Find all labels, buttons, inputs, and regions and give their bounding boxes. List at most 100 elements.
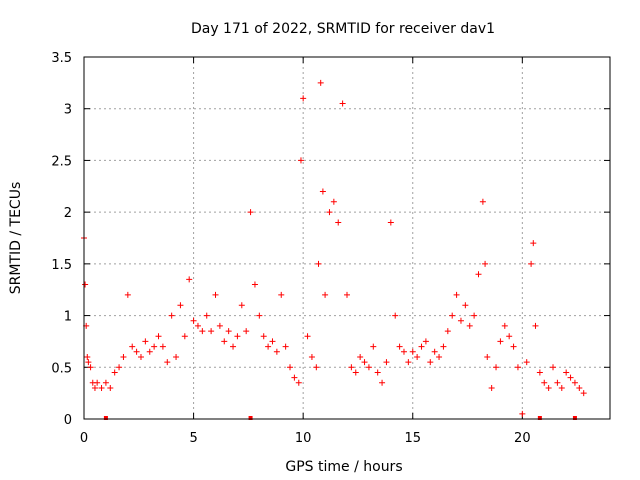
data-point [319, 188, 326, 195]
data-point [374, 369, 381, 376]
data-point [545, 384, 552, 391]
data-point [576, 384, 583, 391]
data-point [326, 209, 333, 216]
data-point [580, 390, 587, 397]
baseline-marker [572, 416, 577, 420]
data-point [482, 260, 489, 267]
data-point [344, 291, 350, 298]
baseline-marker [103, 416, 108, 420]
y-tick-label: 0 [64, 413, 72, 428]
data-point [159, 343, 166, 350]
data-point [440, 343, 447, 350]
data-point [82, 281, 89, 288]
y-tick-label: 2 [64, 206, 72, 221]
data-point [523, 359, 530, 366]
data-point [278, 291, 285, 298]
data-point [392, 312, 399, 319]
data-point [287, 364, 294, 371]
data-point [571, 379, 578, 386]
data-point [269, 338, 276, 345]
data-point [230, 343, 237, 350]
data-point [335, 219, 342, 226]
data-point [137, 353, 144, 360]
data-point [199, 328, 206, 335]
data-point [475, 271, 482, 278]
data-point [449, 312, 456, 319]
data-point [282, 343, 289, 350]
data-point [243, 328, 250, 335]
data-point [530, 240, 537, 247]
chart-title: Day 171 of 2022, SRMTID for receiver dav… [191, 21, 495, 37]
y-tick-label: 2.5 [51, 154, 72, 169]
data-point [315, 260, 322, 267]
data-point [295, 379, 302, 386]
data-point [510, 343, 517, 350]
data-point [365, 364, 372, 371]
data-point [194, 322, 201, 329]
data-point [87, 364, 94, 371]
baseline-marker [248, 416, 253, 420]
y-tick-label: 0.5 [51, 361, 72, 376]
x-tick-label: 20 [514, 431, 531, 446]
y-tick-label: 3 [64, 103, 72, 118]
data-point [514, 364, 521, 371]
data-point [256, 312, 263, 319]
data-point [238, 302, 245, 309]
data-point [422, 338, 429, 345]
data-point [308, 353, 315, 360]
data-point [383, 359, 390, 366]
data-point [251, 281, 258, 288]
data-point [221, 338, 228, 345]
data-point [85, 359, 92, 366]
data-point [146, 348, 153, 355]
data-point [234, 333, 241, 340]
data-point [186, 276, 193, 283]
data-point [396, 343, 403, 350]
data-point [493, 364, 500, 371]
data-point [247, 209, 254, 216]
data-point [102, 379, 109, 386]
data-point [212, 291, 219, 298]
data-point [317, 79, 324, 86]
data-point [501, 322, 508, 329]
data-point [409, 348, 416, 355]
data-point [352, 369, 359, 376]
x-tick-label: 15 [404, 431, 421, 446]
data-point [497, 338, 504, 345]
data-point [427, 359, 434, 366]
data-point [120, 353, 127, 360]
data-point [339, 100, 346, 107]
data-point [567, 374, 574, 381]
data-point [111, 369, 118, 376]
data-point [84, 353, 91, 360]
data-point [124, 291, 131, 298]
data-point [173, 353, 180, 360]
data-point [370, 343, 377, 350]
x-tick-label: 0 [80, 431, 88, 446]
x-tick-label: 5 [189, 431, 197, 446]
data-point [563, 369, 570, 376]
data-point [177, 302, 184, 309]
data-point [361, 359, 368, 366]
data-point [208, 328, 215, 335]
data-point [348, 364, 355, 371]
data-point [462, 302, 469, 309]
x-axis-label: GPS time / hours [285, 459, 402, 475]
data-point [203, 312, 210, 319]
data-point [91, 384, 98, 391]
data-point [291, 374, 298, 381]
data-point [471, 312, 478, 319]
data-point [550, 364, 557, 371]
data-point [466, 322, 473, 329]
data-point [444, 328, 451, 335]
data-point [116, 364, 123, 371]
data-point [322, 291, 329, 298]
data-point [436, 353, 443, 360]
data-point [133, 348, 140, 355]
data-point [457, 317, 464, 324]
plot-frame [83, 56, 611, 420]
data-point [528, 260, 535, 267]
y-tick-label: 1.5 [51, 258, 72, 273]
y-tick-labels: 0 0.5 1 1.5 2 2.5 3 3.5 [51, 51, 72, 428]
data-point [479, 198, 486, 205]
